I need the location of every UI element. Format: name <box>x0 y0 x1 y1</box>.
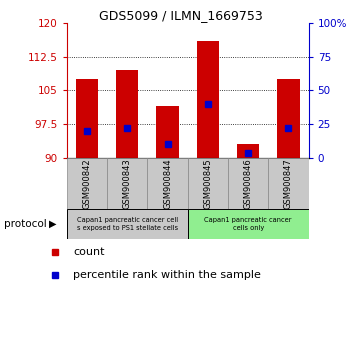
Text: count: count <box>73 247 105 257</box>
Bar <box>197 41 219 158</box>
Text: GSM900845: GSM900845 <box>203 158 212 209</box>
Text: GSM900846: GSM900846 <box>244 158 253 209</box>
Text: Capan1 pancreatic cancer cell
s exposed to PS1 stellate cells: Capan1 pancreatic cancer cell s exposed … <box>77 217 178 231</box>
Bar <box>107 158 147 209</box>
Text: GSM900844: GSM900844 <box>163 158 172 209</box>
Bar <box>67 158 107 209</box>
Text: percentile rank within the sample: percentile rank within the sample <box>73 270 261 280</box>
Bar <box>268 158 309 209</box>
Bar <box>228 158 268 209</box>
Text: ▶: ▶ <box>49 219 56 229</box>
Bar <box>76 79 98 158</box>
Text: Capan1 pancreatic cancer
cells only: Capan1 pancreatic cancer cells only <box>204 217 292 231</box>
Bar <box>116 70 138 158</box>
Text: GDS5099 / ILMN_1669753: GDS5099 / ILMN_1669753 <box>99 9 262 22</box>
Text: GSM900843: GSM900843 <box>123 158 132 209</box>
Bar <box>277 79 300 158</box>
Bar <box>67 209 188 239</box>
Bar <box>237 144 259 158</box>
Bar <box>188 209 309 239</box>
Text: protocol: protocol <box>4 219 46 229</box>
Bar <box>156 106 179 158</box>
Text: GSM900842: GSM900842 <box>82 158 91 209</box>
Bar <box>188 158 228 209</box>
Text: GSM900847: GSM900847 <box>284 158 293 209</box>
Bar <box>147 158 188 209</box>
